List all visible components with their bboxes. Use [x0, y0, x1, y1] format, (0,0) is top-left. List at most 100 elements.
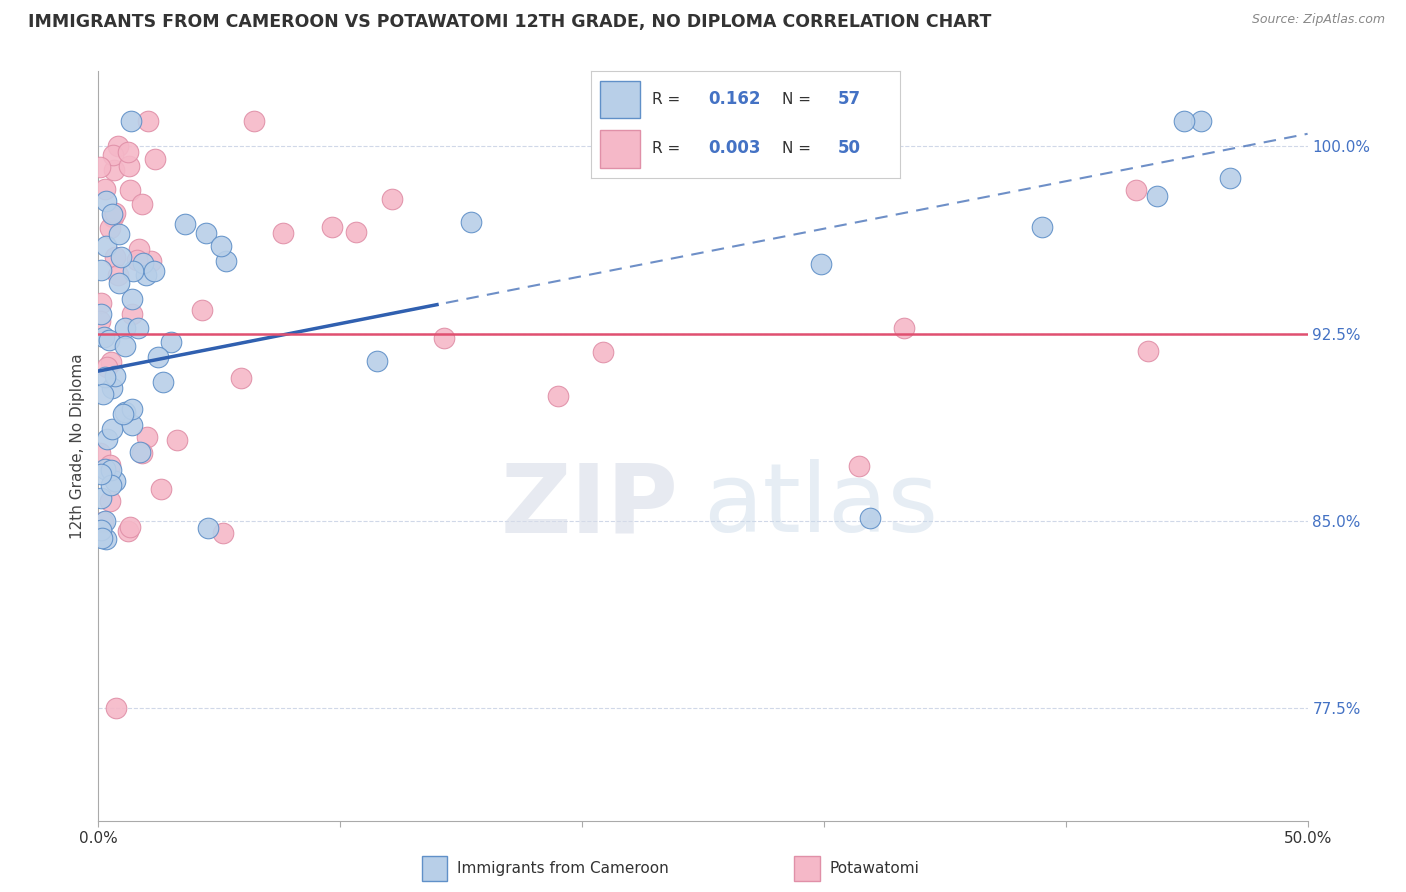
Text: R =: R = [652, 92, 686, 107]
Point [214, 254, 236, 268]
Point [271, 226, 294, 240]
Point [231, 371, 253, 385]
Point [94, 239, 117, 253]
Point [114, 339, 136, 353]
Point [89, 161, 111, 175]
Point [143, 263, 166, 277]
Point [848, 458, 870, 473]
Point [98, 493, 121, 508]
Point [103, 163, 125, 178]
Point [101, 207, 124, 221]
Point [195, 226, 218, 240]
Text: ZIP: ZIP [501, 459, 679, 552]
Text: R =: R = [652, 141, 686, 156]
Point [121, 263, 143, 277]
Point [104, 369, 127, 384]
Point [90, 467, 112, 481]
Point [110, 251, 132, 265]
Text: atlas: atlas [703, 459, 938, 552]
Point [114, 405, 136, 419]
Point [98, 333, 121, 347]
Point [209, 238, 232, 252]
Point [91, 532, 114, 546]
Point [859, 511, 882, 525]
Point [1146, 189, 1168, 203]
Point [135, 268, 157, 282]
Point [1219, 170, 1241, 185]
Point [94, 182, 117, 196]
Point [366, 353, 388, 368]
Point [166, 433, 188, 447]
Point [100, 355, 122, 369]
Point [148, 350, 170, 364]
Point [91, 515, 114, 529]
FancyBboxPatch shape [600, 130, 640, 168]
Point [132, 255, 155, 269]
Text: Source: ZipAtlas.com: Source: ZipAtlas.com [1251, 13, 1385, 27]
Point [121, 418, 143, 433]
Point [90, 307, 112, 321]
Point [93, 329, 115, 343]
Point [344, 225, 367, 239]
Point [98, 220, 121, 235]
Point [89, 446, 111, 460]
Point [117, 524, 139, 539]
Point [242, 114, 264, 128]
Point [129, 444, 152, 458]
Point [121, 292, 143, 306]
Point [127, 321, 149, 335]
Point [592, 345, 614, 359]
Point [127, 252, 149, 267]
Point [131, 197, 153, 211]
Point [104, 250, 127, 264]
Point [152, 375, 174, 389]
Point [120, 114, 142, 128]
Point [104, 474, 127, 488]
Point [1137, 343, 1160, 358]
Point [117, 145, 139, 159]
Point [96, 433, 118, 447]
Point [96, 194, 118, 209]
Point [90, 295, 112, 310]
Point [100, 478, 122, 492]
Point [121, 307, 143, 321]
Text: 57: 57 [838, 90, 860, 108]
Point [108, 227, 131, 242]
Text: N =: N = [782, 92, 815, 107]
Point [141, 254, 163, 268]
FancyBboxPatch shape [600, 81, 640, 119]
Text: Potawatomi: Potawatomi [830, 862, 920, 876]
Point [381, 193, 404, 207]
Point [160, 334, 183, 349]
Point [107, 268, 129, 283]
Point [212, 526, 235, 541]
Point [105, 701, 128, 715]
Point [101, 211, 124, 225]
Point [108, 277, 131, 291]
Point [131, 446, 153, 460]
Point [100, 421, 122, 435]
Point [121, 402, 143, 417]
Point [94, 369, 117, 384]
Point [118, 520, 141, 534]
Point [460, 215, 482, 229]
Point [143, 153, 166, 167]
Point [91, 387, 114, 401]
Text: N =: N = [782, 141, 815, 156]
Point [93, 514, 115, 528]
Point [120, 183, 142, 197]
Point [149, 482, 172, 496]
Text: Immigrants from Cameroon: Immigrants from Cameroon [457, 862, 669, 876]
Point [433, 331, 456, 345]
Y-axis label: 12th Grade, No Diploma: 12th Grade, No Diploma [69, 353, 84, 539]
Text: 0.162: 0.162 [709, 90, 761, 108]
Point [93, 462, 115, 476]
Point [1125, 183, 1147, 197]
Text: 50: 50 [838, 139, 860, 157]
Point [90, 523, 112, 537]
Point [136, 430, 159, 444]
Point [197, 520, 219, 534]
Point [128, 242, 150, 256]
Point [101, 148, 124, 162]
Point [1189, 114, 1212, 128]
